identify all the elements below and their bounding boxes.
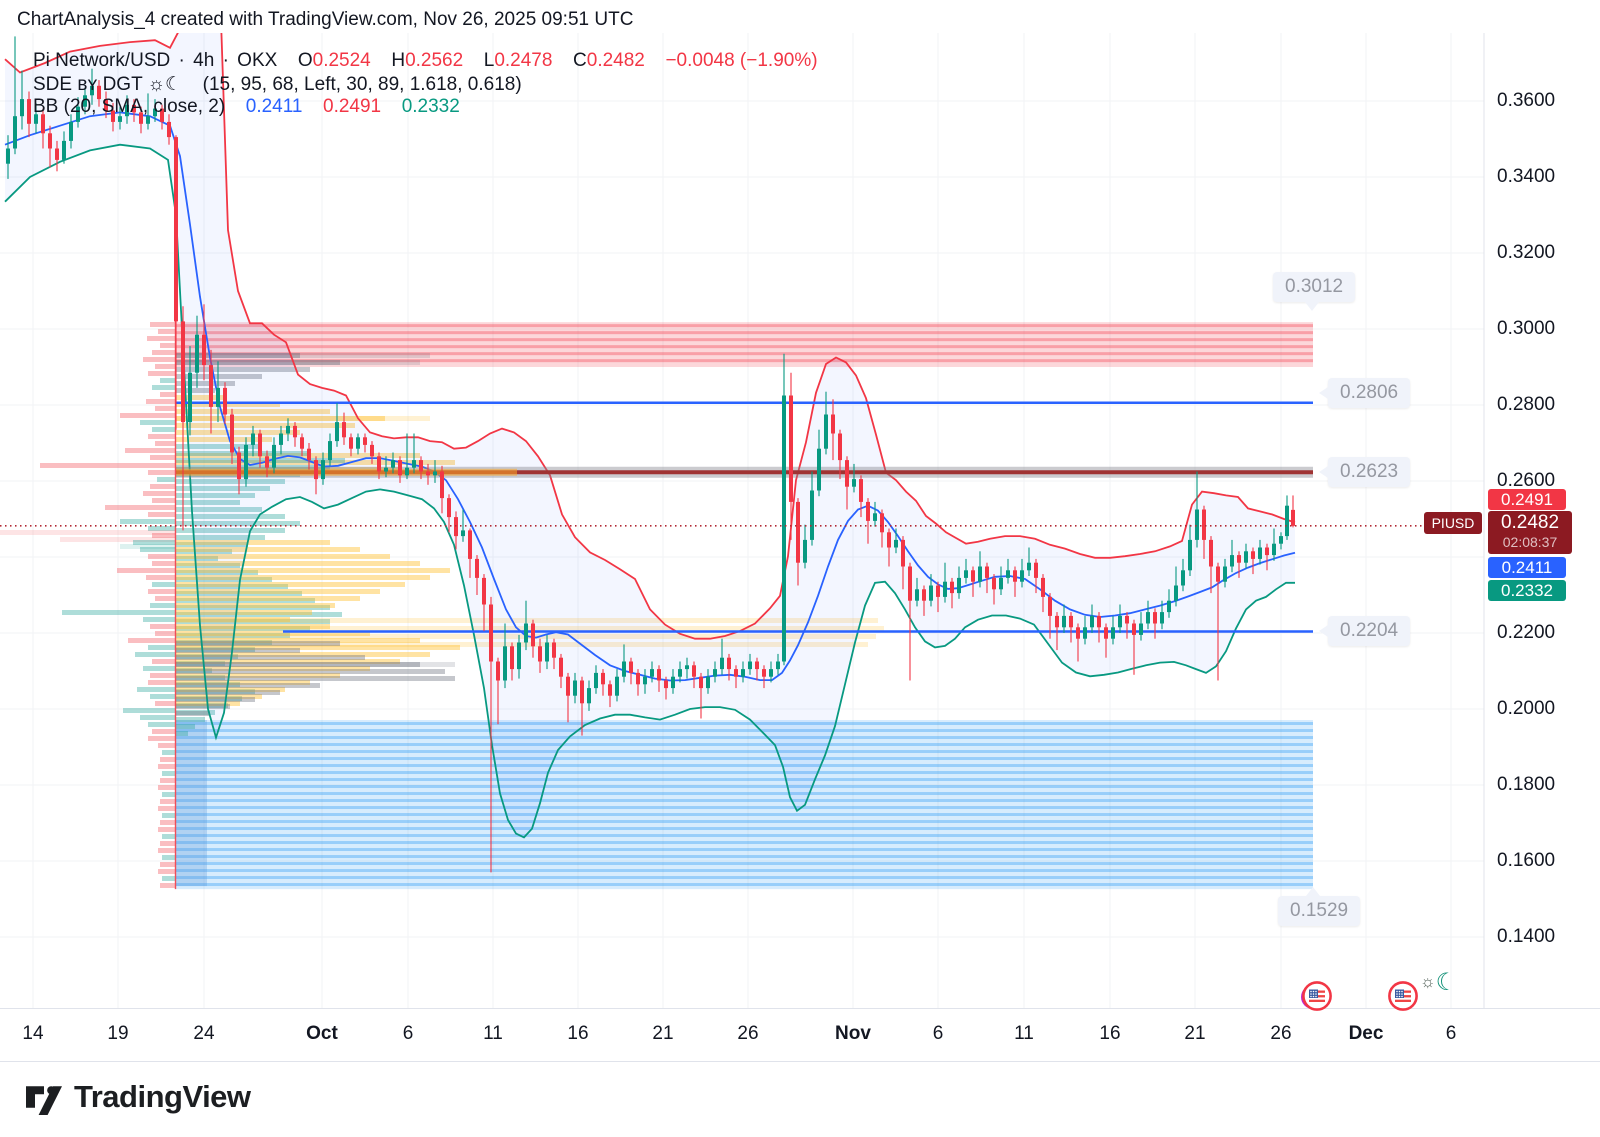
price-tick[interactable]: 0.1400 bbox=[1497, 926, 1556, 947]
level-label-0.2623[interactable]: 0.2623 bbox=[1318, 457, 1411, 487]
time-axis-label[interactable]: 26 bbox=[737, 1023, 759, 1044]
time-axis-label[interactable]: Dec bbox=[1348, 1023, 1384, 1044]
economic-event-flag-icon[interactable] bbox=[1301, 980, 1333, 1012]
time-axis-label[interactable]: 14 bbox=[22, 1023, 44, 1044]
legend-symbol-row[interactable]: Pi Network/USD · 4h · OKX O0.2524 H0.256… bbox=[33, 50, 818, 72]
time-axis-label[interactable]: 21 bbox=[652, 1023, 674, 1044]
time-axis-label[interactable]: 11 bbox=[483, 1023, 503, 1044]
low-label: L bbox=[483, 50, 495, 71]
price-tick[interactable]: 0.3000 bbox=[1497, 318, 1556, 339]
indicator-sde-name[interactable]: SDE ʙʏ DGT bbox=[33, 74, 143, 95]
price-tick[interactable]: 0.1800 bbox=[1497, 774, 1556, 795]
level-label-0.2806[interactable]: 0.2806 bbox=[1318, 378, 1411, 408]
change-value: −0.0048 (−1.90%) bbox=[665, 50, 818, 71]
legend-sde-row[interactable]: SDE ʙʏ DGT ☼☾ (15, 95, 68, Left, 30, 89,… bbox=[33, 73, 522, 96]
time-axis-label[interactable]: 24 bbox=[193, 1023, 215, 1044]
time-axis-label[interactable]: 21 bbox=[1184, 1023, 1206, 1044]
time-axis-label[interactable]: 6 bbox=[402, 1023, 414, 1044]
price-tick[interactable]: 0.2200 bbox=[1497, 622, 1556, 643]
tradingview-logo-text: TradingView bbox=[74, 1079, 251, 1114]
price-tick[interactable]: 0.1600 bbox=[1497, 850, 1556, 871]
time-axis-label[interactable]: 16 bbox=[567, 1023, 589, 1044]
time-axis-label[interactable]: Oct bbox=[306, 1023, 338, 1044]
exchange-label: OKX bbox=[237, 50, 278, 71]
legend-bb-row[interactable]: BB (20, SMA, close, 2) 0.2411 0.2491 0.2… bbox=[33, 96, 460, 118]
low-value: 0.2478 bbox=[494, 50, 553, 71]
bb-lower-price-label: 0.2332 bbox=[1488, 580, 1566, 601]
time-axis-label[interactable]: 16 bbox=[1099, 1023, 1121, 1044]
last-price-label: 0.2482 02:08:37 bbox=[1488, 511, 1572, 554]
level-label-0.3012[interactable]: 0.3012 bbox=[1273, 272, 1356, 311]
separator-dot: · bbox=[222, 50, 229, 71]
bb-basis-price-label: 0.2411 bbox=[1488, 557, 1566, 578]
time-axis-label[interactable]: Nov bbox=[835, 1023, 871, 1044]
chart-canvas[interactable] bbox=[0, 0, 1600, 1008]
indicator-sde-params: (15, 95, 68, Left, 30, 89, 1.618, 0.618) bbox=[202, 74, 522, 95]
session-sun-moon-icon: ☼☾ bbox=[1420, 969, 1458, 996]
price-tick[interactable]: 0.2600 bbox=[1497, 470, 1556, 491]
bb-upper-price-label: 0.2491 bbox=[1488, 489, 1566, 510]
close-label: C bbox=[573, 50, 587, 71]
page-title: ChartAnalysis_4 created with TradingView… bbox=[17, 9, 634, 30]
time-axis-label[interactable]: 26 bbox=[1270, 1023, 1292, 1044]
close-value: 0.2482 bbox=[586, 50, 645, 71]
economic-event-flag-icon[interactable] bbox=[1387, 980, 1419, 1012]
time-axis-label[interactable]: 11 bbox=[1014, 1023, 1034, 1044]
level-label-0.1529[interactable]: 0.1529 bbox=[1278, 887, 1361, 926]
footer: TradingView bbox=[0, 1061, 1600, 1137]
symbol-name[interactable]: Pi Network/USD bbox=[33, 50, 171, 71]
bb-upper-value: 0.2491 bbox=[323, 96, 382, 117]
price-tick[interactable]: 0.2800 bbox=[1497, 394, 1556, 415]
bb-basis-value: 0.2411 bbox=[245, 96, 303, 117]
open-value: 0.2524 bbox=[312, 50, 371, 71]
price-tick[interactable]: 0.3400 bbox=[1497, 166, 1556, 187]
open-label: O bbox=[297, 50, 313, 71]
time-axis-label[interactable]: 19 bbox=[107, 1023, 129, 1044]
time-axis-label[interactable]: 6 bbox=[1445, 1023, 1457, 1044]
bar-countdown: 02:08:37 bbox=[1502, 534, 1558, 550]
high-value: 0.2562 bbox=[405, 50, 464, 71]
level-label-0.2204[interactable]: 0.2204 bbox=[1318, 616, 1411, 646]
interval-label[interactable]: 4h bbox=[193, 50, 215, 71]
price-tick[interactable]: 0.3600 bbox=[1497, 90, 1556, 111]
price-tick[interactable]: 0.3200 bbox=[1497, 242, 1556, 263]
tradingview-logo-icon bbox=[26, 1086, 62, 1115]
price-tick[interactable]: 0.2000 bbox=[1497, 698, 1556, 719]
separator-dot: · bbox=[178, 50, 185, 71]
sun-moon-icon: ☼☾ bbox=[147, 74, 183, 95]
bb-lower-value: 0.2332 bbox=[401, 96, 460, 117]
symbol-price-tag: PIUSD bbox=[1424, 512, 1482, 534]
time-axis-label[interactable]: 6 bbox=[932, 1023, 944, 1044]
tradingview-logo[interactable]: TradingView bbox=[24, 1079, 251, 1115]
indicator-bb-name[interactable]: BB (20, SMA, close, 2) bbox=[33, 96, 226, 117]
last-price-value: 0.2482 bbox=[1500, 512, 1560, 533]
time-axis[interactable]: 14 19 24 Oct 6 11 16 21 26 Nov 6 11 16 21 26 Dec 6 bbox=[0, 1008, 1600, 1062]
high-label: H bbox=[391, 50, 406, 71]
